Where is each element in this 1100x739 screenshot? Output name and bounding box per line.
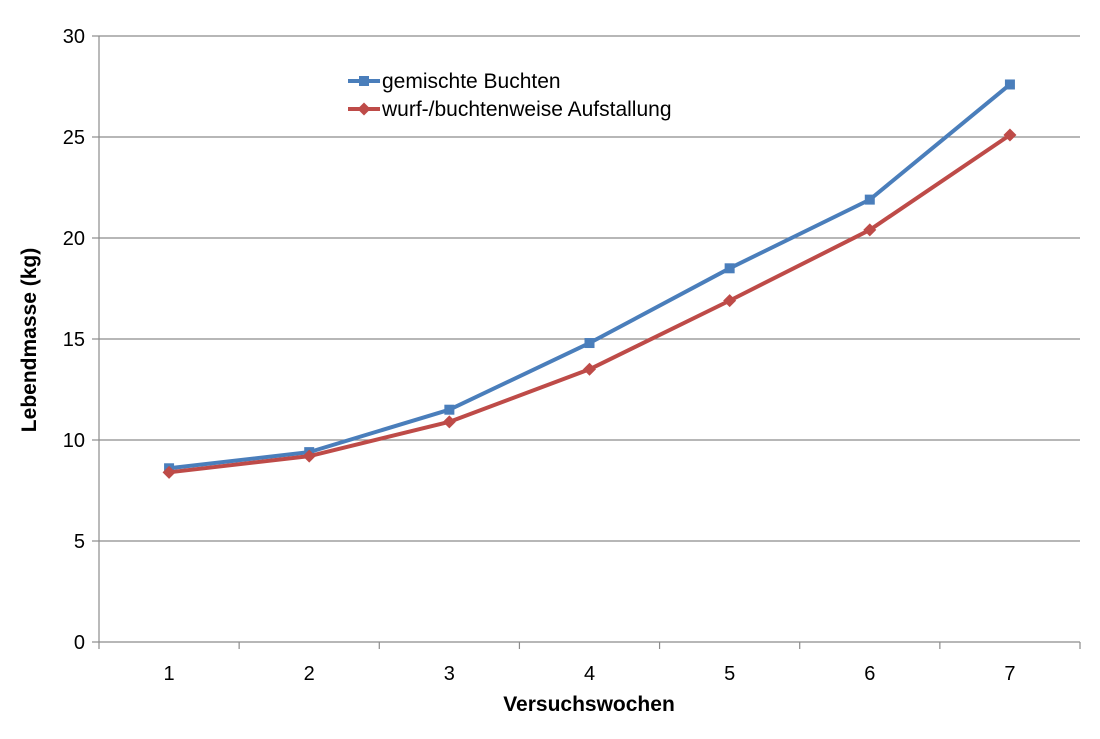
x-tick-label: 6	[864, 663, 875, 685]
y-tick-labels: 0 5 10 15 20 25 30	[63, 26, 85, 654]
data-point	[442, 415, 456, 429]
data-point	[162, 465, 176, 479]
legend-label: wurf-/buchtenweise Aufstallung	[381, 98, 672, 121]
x-tick-label: 5	[724, 663, 735, 685]
legend-item: wurf-/buchtenweise Aufstallung	[348, 98, 672, 121]
legend-label: gemischte Buchten	[382, 70, 561, 93]
y-axis-title: Lebendmasse (kg)	[18, 248, 41, 432]
x-tick-labels: 1 2 3 4 5 6 7	[164, 663, 1016, 685]
data-point	[583, 362, 596, 376]
y-tick-label: 25	[63, 127, 85, 149]
x-axis-title: Versuchswochen	[503, 693, 675, 716]
y-tick-label: 20	[63, 228, 85, 250]
data-point	[444, 404, 455, 415]
series-line	[168, 82, 1012, 471]
x-tick-label: 1	[164, 663, 175, 685]
data-point	[584, 338, 595, 349]
y-tick-label: 10	[63, 430, 85, 452]
series-group	[162, 79, 1017, 479]
data-point	[863, 223, 877, 237]
y-tick-label: 0	[74, 632, 85, 654]
data-point	[1004, 79, 1015, 90]
y-tick-label: 15	[63, 329, 85, 351]
x-tick-label: 7	[1004, 663, 1015, 685]
legend: gemischte Buchten wurf-/buchtenweise Aufs…	[348, 70, 672, 121]
axes	[98, 36, 1081, 649]
data-point	[302, 449, 316, 463]
data-point	[724, 263, 735, 274]
y-tick-label: 5	[74, 531, 85, 553]
data-point	[1003, 128, 1017, 142]
x-tick-label: 2	[304, 663, 315, 685]
legend-marker	[357, 102, 371, 116]
data-point	[864, 194, 875, 205]
x-tick-label: 4	[584, 663, 595, 685]
x-tick-label: 3	[444, 663, 455, 685]
series-1	[164, 79, 1015, 474]
legend-marker	[359, 76, 369, 86]
series-2	[162, 128, 1017, 479]
data-point	[723, 294, 737, 308]
y-tick-label: 30	[63, 26, 85, 48]
legend-item: gemischte Buchten	[348, 70, 561, 93]
